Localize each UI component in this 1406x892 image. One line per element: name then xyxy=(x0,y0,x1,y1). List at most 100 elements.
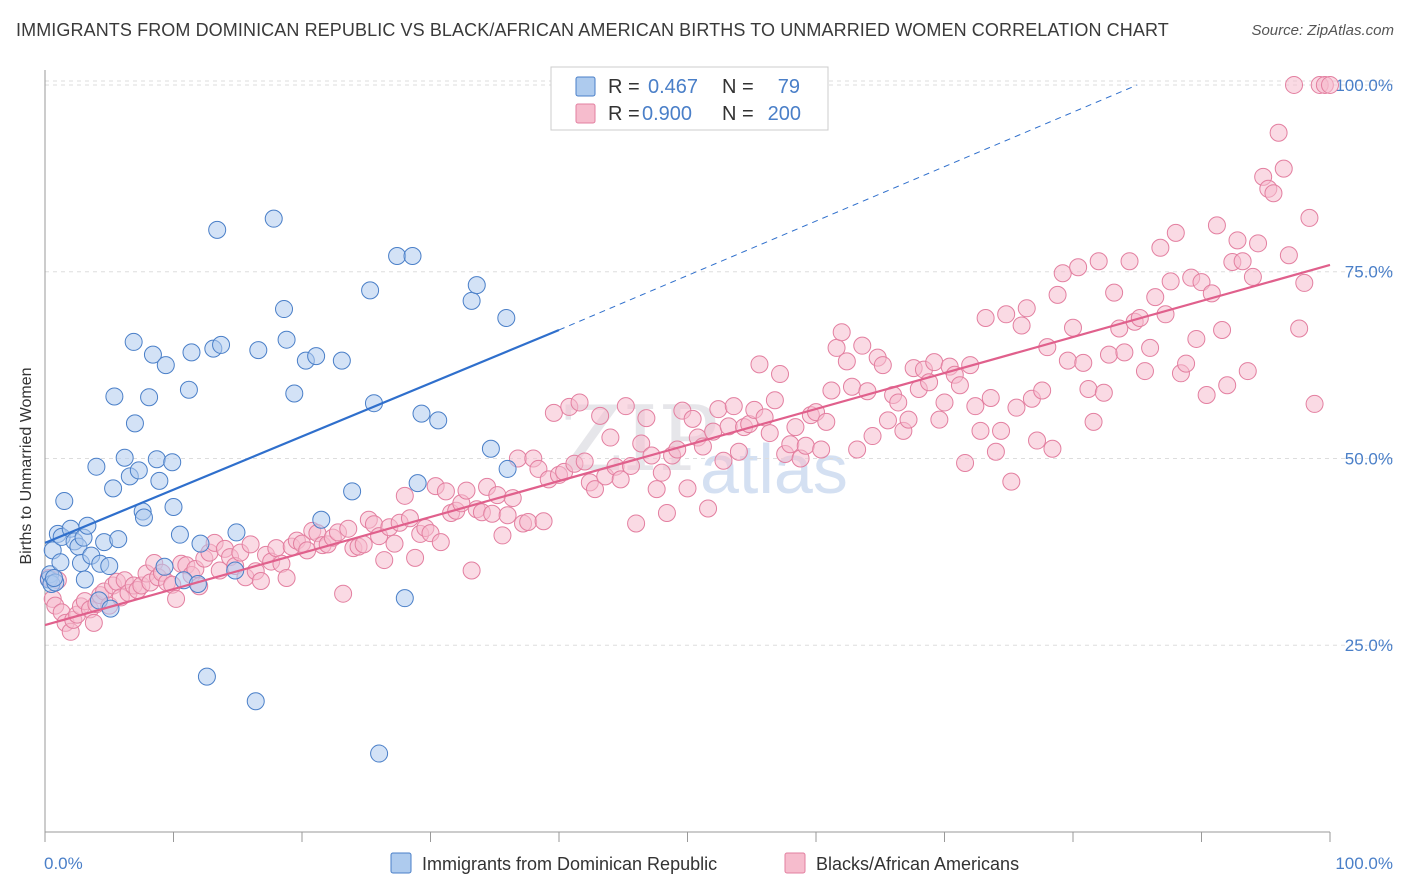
point-dominican xyxy=(87,457,106,476)
point-blacks xyxy=(611,470,630,489)
point-blacks xyxy=(167,589,186,608)
point-blacks xyxy=(786,418,805,437)
point-blacks xyxy=(976,309,995,328)
point-blacks xyxy=(406,548,425,567)
point-blacks xyxy=(1295,273,1314,292)
point-blacks xyxy=(1105,283,1124,302)
point-dominican xyxy=(115,448,134,467)
point-blacks xyxy=(575,452,594,471)
legend-swatch-blue xyxy=(575,76,596,97)
point-blacks xyxy=(729,442,748,461)
series-dominican-points xyxy=(39,209,517,763)
point-dominican xyxy=(332,351,351,370)
point-blacks xyxy=(1038,338,1057,357)
point-dominican xyxy=(208,220,227,239)
legend-r-value-1: 0.467 xyxy=(648,76,698,98)
point-blacks xyxy=(395,486,414,505)
point-blacks xyxy=(950,376,969,395)
point-blacks xyxy=(431,533,450,552)
point-dominican xyxy=(429,411,448,430)
point-blacks xyxy=(1290,319,1309,338)
point-blacks xyxy=(277,569,296,587)
point-blacks xyxy=(873,356,892,375)
point-blacks xyxy=(992,421,1011,440)
legend-r-value-2: 0.900 xyxy=(642,103,692,125)
point-dominican xyxy=(179,380,198,399)
point-dominican xyxy=(170,525,189,544)
point-dominican xyxy=(307,347,326,366)
point-blacks xyxy=(1135,362,1154,381)
point-blacks xyxy=(657,504,676,523)
point-dominican xyxy=(467,276,486,295)
point-blacks xyxy=(822,381,841,400)
point-blacks xyxy=(436,482,455,501)
point-blacks xyxy=(1094,383,1113,402)
point-blacks xyxy=(981,388,1000,407)
point-blacks xyxy=(771,365,790,384)
y-tick-label: 100.0% xyxy=(1335,76,1393,95)
point-blacks xyxy=(627,514,646,533)
point-dominican xyxy=(403,247,422,266)
legend-n-value-1: 79 xyxy=(778,76,800,98)
point-dominican xyxy=(129,461,148,480)
point-dominican xyxy=(124,332,143,351)
point-dominican xyxy=(343,482,362,501)
trend-line-dominican xyxy=(44,328,560,544)
point-blacks xyxy=(1249,234,1268,253)
point-blacks xyxy=(241,535,260,554)
point-blacks xyxy=(1300,208,1319,227)
point-dominican xyxy=(197,667,216,686)
point-blacks xyxy=(760,424,779,443)
point-blacks xyxy=(1233,252,1252,271)
point-blacks xyxy=(878,411,897,430)
point-blacks xyxy=(1146,288,1165,307)
point-blacks xyxy=(375,551,394,570)
point-blacks xyxy=(1017,299,1036,318)
point-dominican xyxy=(105,387,124,406)
point-blacks xyxy=(1238,362,1257,381)
point-blacks xyxy=(1074,353,1093,372)
legend-r-label-2: R = xyxy=(608,103,640,125)
point-blacks xyxy=(1279,246,1298,265)
series-legend: Immigrants from Dominican Republic Black… xyxy=(390,852,1019,874)
point-blacks xyxy=(601,428,620,447)
point-blacks xyxy=(267,539,286,558)
point-dominican xyxy=(497,309,516,328)
point-blacks xyxy=(683,409,702,428)
point-blacks xyxy=(1115,343,1134,362)
point-blacks xyxy=(966,397,985,416)
point-blacks xyxy=(986,442,1005,461)
legend-swatch-pink xyxy=(575,103,596,124)
point-blacks xyxy=(1048,285,1067,304)
point-blacks xyxy=(1002,472,1021,491)
point-blacks xyxy=(935,393,954,412)
point-blacks xyxy=(997,305,1016,324)
point-dominican xyxy=(361,281,380,300)
point-blacks xyxy=(652,463,671,482)
point-blacks xyxy=(1151,238,1170,257)
point-dominican xyxy=(104,479,123,498)
point-blacks xyxy=(1285,75,1304,94)
point-blacks xyxy=(498,506,517,525)
point-blacks xyxy=(930,410,949,429)
point-blacks xyxy=(1177,354,1196,373)
point-dominican xyxy=(147,450,166,469)
point-dominican xyxy=(275,300,294,319)
point-blacks xyxy=(585,480,604,499)
point-dominican xyxy=(246,692,265,711)
point-dominican xyxy=(51,553,70,572)
point-dominican xyxy=(163,453,182,472)
legend-box xyxy=(550,66,829,131)
point-dominican xyxy=(140,388,159,407)
point-dominican xyxy=(109,530,128,549)
point-blacks xyxy=(616,397,635,416)
point-blacks xyxy=(462,561,481,580)
point-dominican xyxy=(155,557,174,576)
point-dominican xyxy=(388,247,407,266)
point-blacks xyxy=(534,512,553,531)
point-dominican xyxy=(75,570,94,589)
point-blacks xyxy=(1274,159,1293,178)
point-dominican xyxy=(44,569,63,587)
x-tick-label-min: 0.0% xyxy=(44,854,83,873)
point-dominican xyxy=(285,384,304,403)
